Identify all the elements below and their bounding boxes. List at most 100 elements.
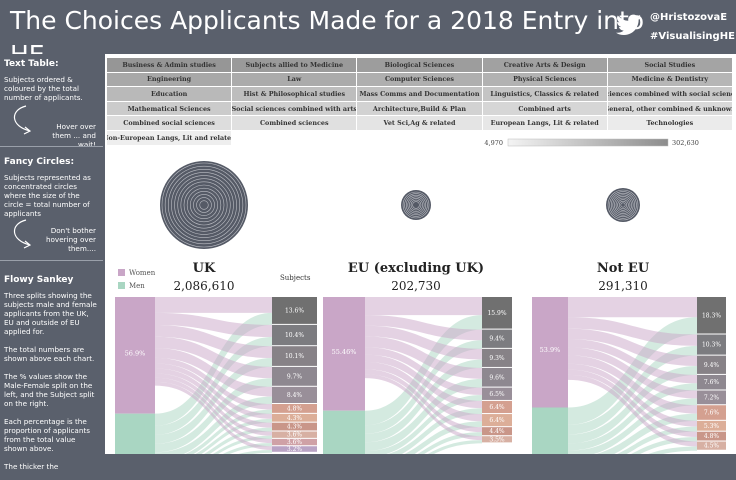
color-legend <box>507 138 669 147</box>
table-cell[interactable]: Business & Admin studies <box>107 58 233 73</box>
subject-pct: 10.4% <box>285 332 304 339</box>
table-cell[interactable]: Architecture,Build & Plan <box>357 101 483 117</box>
title-line: HE <box>10 40 45 54</box>
women-bar <box>323 297 365 411</box>
legend-max: 302,630 <box>672 139 699 147</box>
charts: 4,970 302,630 Women Men Subjects UK 2,086,610 5… <box>115 138 726 454</box>
table-cell[interactable]: Technologies <box>607 116 733 131</box>
subject-box <box>697 420 726 431</box>
table-cell[interactable]: Social Studies <box>607 58 733 73</box>
separator <box>0 260 103 261</box>
subject-pct: 6.4% <box>489 404 505 411</box>
flow <box>155 363 272 419</box>
flow <box>404 421 482 454</box>
arrow-path <box>13 219 32 249</box>
circle-ring <box>412 201 420 209</box>
flow <box>417 432 482 454</box>
table-cell[interactable]: Creative Arts & Design <box>482 58 608 73</box>
subject-box <box>697 405 726 420</box>
section-text: The thicker the <box>4 462 59 471</box>
table-cell[interactable]: Combined sciences <box>232 116 358 131</box>
table-cell[interactable]: Combined arts <box>482 101 608 117</box>
subject-pct: 9.7% <box>287 373 303 380</box>
table-cell[interactable]: Computer Sciences <box>357 72 483 88</box>
circle-ring <box>164 165 244 245</box>
table-cell[interactable]: Subjects allied to Medicine <box>232 58 358 73</box>
subject-pct: 7.2% <box>704 394 720 401</box>
flow <box>365 347 482 396</box>
table-cell[interactable]: Hist & Philosophical studies <box>232 87 358 102</box>
subjects-label: Subjects <box>280 274 311 282</box>
women-bar <box>115 297 155 414</box>
hashtag[interactable]: #VisualisingHE <box>650 31 735 42</box>
table-cell[interactable]: European Langs, Lit & related <box>482 116 608 131</box>
table-cell[interactable]: Engineering <box>107 72 233 88</box>
subject-pct: 3.5% <box>489 436 505 443</box>
flow <box>212 435 272 454</box>
subject-box <box>482 387 512 400</box>
flow <box>184 409 272 454</box>
subject-box <box>482 348 512 367</box>
table-cell[interactable]: Mathematical Sciences <box>107 101 233 117</box>
table-cell[interactable]: Education <box>107 87 233 102</box>
subject-pct: 13.6% <box>285 307 304 314</box>
legend-swatch <box>118 269 125 276</box>
subject-pct: 9.4% <box>489 336 505 343</box>
circle-ring <box>607 189 639 221</box>
panel-title: Not EU <box>597 261 650 276</box>
subject-box <box>272 346 317 366</box>
circle-ring <box>617 199 629 211</box>
table-cell[interactable]: Physical Sciences <box>482 72 608 88</box>
section-heading: Flowy Sankey <box>4 275 74 285</box>
table-cell[interactable]: General, other combined & unknown <box>607 101 733 117</box>
table-cell[interactable]: Law <box>232 72 358 88</box>
table-cell[interactable]: Combined social sciences <box>107 116 233 131</box>
arrow <box>13 105 32 135</box>
subject-pct: 3.2% <box>287 446 303 453</box>
flow <box>365 336 482 379</box>
twitter-icon <box>616 14 641 36</box>
table-cell[interactable]: Biological Sciences <box>357 58 483 73</box>
flow <box>238 449 272 454</box>
table-cell[interactable]: Mass Comms and Documentation <box>357 87 483 102</box>
flow <box>155 312 272 338</box>
subject-pct: 7.6% <box>704 410 720 417</box>
header: The Choices Applicants Made for a 2018 E… <box>0 0 736 54</box>
arrow-path <box>13 105 32 135</box>
circle-ring <box>614 196 632 214</box>
flow <box>155 377 272 444</box>
subject-box <box>272 366 317 386</box>
handle[interactable]: @HristozovaE <box>650 12 728 23</box>
subject-box <box>482 436 512 443</box>
circle-ring <box>615 197 631 213</box>
table-cell[interactable]: Vet Sci,Ag & related <box>357 116 483 131</box>
flows <box>155 297 272 454</box>
table-cell[interactable]: Social sciences combined with arts <box>232 101 358 117</box>
flow <box>648 446 697 454</box>
flow <box>568 369 697 437</box>
subject-box <box>697 441 726 450</box>
section-note: Don't bother hovering over them.... <box>45 226 96 253</box>
subject-pct: 9.4% <box>704 362 720 369</box>
table-cell[interactable]: Medicine & Dentistry <box>607 72 733 88</box>
circle-ring <box>609 191 637 219</box>
subject-box <box>697 390 726 405</box>
table-cell[interactable]: Sciences combined with social science <box>607 87 733 102</box>
section: Fancy Circles: Subjects represented as c… <box>4 158 98 227</box>
table-cell[interactable]: Non-European Langs, Lit and related <box>107 130 233 146</box>
women-pct: 53.9% <box>540 346 561 354</box>
table-cell[interactable]: Linguistics, Classics & related <box>482 87 608 102</box>
flow <box>595 413 697 454</box>
section-note: Hover over them ... and wait! <box>52 122 96 149</box>
flow <box>568 347 697 399</box>
flow <box>568 297 697 318</box>
subject-box <box>272 413 317 422</box>
section-text: The % values show the Male-Female split … <box>4 372 95 408</box>
circle-ring <box>189 190 219 220</box>
circle-ring <box>171 172 237 238</box>
subject-box <box>482 414 512 427</box>
flow <box>365 340 482 434</box>
subject-pct: 3.6% <box>287 439 303 446</box>
flow <box>155 357 272 444</box>
subject-pct: 7.6% <box>704 379 720 386</box>
